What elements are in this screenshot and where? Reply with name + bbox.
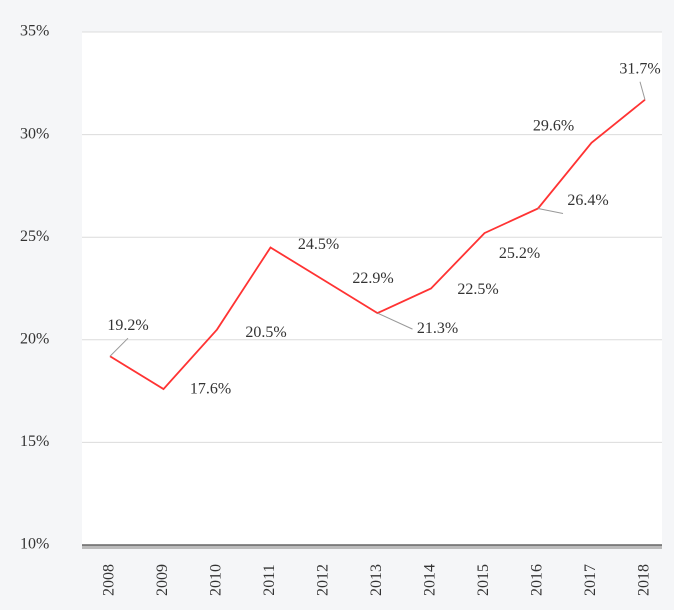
y-tick-label: 15% (20, 433, 49, 450)
x-tick-label: 2017 (582, 564, 599, 596)
data-label: 26.4% (567, 192, 608, 209)
data-label: 22.5% (457, 281, 498, 298)
data-label: 21.3% (417, 320, 458, 337)
y-tick-label: 35% (20, 23, 49, 40)
leader-line (639, 81, 646, 100)
x-tick-label: 2013 (368, 564, 385, 596)
x-tick-label: 2011 (261, 564, 278, 595)
data-label: 24.5% (298, 236, 339, 253)
leader-line (109, 337, 129, 357)
y-tick-label: 30% (20, 125, 49, 142)
x-tick-label: 2014 (422, 564, 439, 596)
x-tick-label: 2008 (101, 564, 118, 596)
data-label: 22.9% (352, 270, 393, 287)
x-tick-label: 2012 (315, 564, 332, 596)
plot-area (82, 32, 662, 545)
leader-line (537, 207, 564, 214)
data-label: 31.7% (619, 60, 660, 77)
data-label: 19.2% (107, 317, 148, 334)
data-label: 20.5% (245, 324, 286, 341)
data-label: 29.6% (533, 117, 574, 134)
x-tick-label: 2018 (636, 564, 653, 596)
leader-line (377, 312, 413, 330)
x-tick-label: 2016 (529, 564, 546, 596)
x-tick-label: 2015 (475, 564, 492, 596)
x-tick-label: 2009 (154, 564, 171, 596)
y-tick-label: 25% (20, 228, 49, 245)
y-tick-label: 20% (20, 330, 49, 347)
y-tick-label: 10% (20, 536, 49, 553)
x-tick-label: 2010 (208, 564, 225, 596)
data-label: 25.2% (499, 245, 540, 262)
data-label: 17.6% (190, 381, 231, 398)
